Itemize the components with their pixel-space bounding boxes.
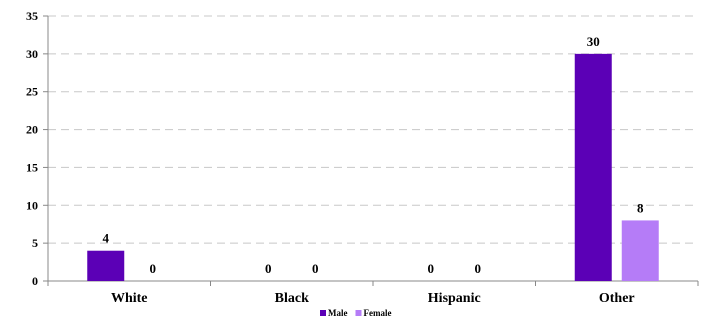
- x-tick-label: Other: [599, 291, 635, 306]
- bar-male-other: [574, 53, 612, 281]
- data-label: 0: [265, 261, 272, 276]
- y-tick-label: 15: [26, 160, 38, 174]
- gridlines: [48, 15, 698, 244]
- bar-male-white: [87, 250, 125, 281]
- x-axis-ticks: White Black Hispanic Other: [47, 281, 699, 306]
- legend-label: Female: [364, 308, 392, 318]
- data-labels: 4 0 0 0 0 0 30 8: [103, 34, 645, 276]
- x-tick-label: Black: [275, 291, 309, 306]
- y-tick-label: 30: [26, 47, 38, 61]
- legend-label: Male: [328, 308, 348, 318]
- y-tick-label: 5: [32, 236, 38, 250]
- legend-swatch: [320, 310, 326, 316]
- data-label: 0: [150, 261, 157, 276]
- data-label: 4: [103, 231, 110, 246]
- data-label: 0: [312, 261, 319, 276]
- legend: Male Female: [320, 308, 391, 318]
- data-label: 8: [637, 200, 644, 215]
- y-axis-ticks: 0 5 10 15 20 25 30 35: [26, 9, 48, 288]
- legend-swatch: [355, 310, 362, 316]
- y-tick-label: 20: [26, 123, 38, 137]
- data-label: 0: [428, 261, 435, 276]
- y-tick-label: 35: [26, 9, 38, 23]
- y-tick-label: 25: [26, 85, 38, 99]
- bar-female-other: [621, 220, 659, 281]
- data-label: 30: [587, 34, 600, 49]
- x-tick-label: Hispanic: [428, 291, 481, 306]
- y-tick-label: 10: [26, 198, 38, 212]
- x-tick-label: White: [111, 291, 148, 306]
- bars: [87, 53, 659, 281]
- y-tick-label: 0: [32, 274, 38, 288]
- data-label: 0: [475, 261, 482, 276]
